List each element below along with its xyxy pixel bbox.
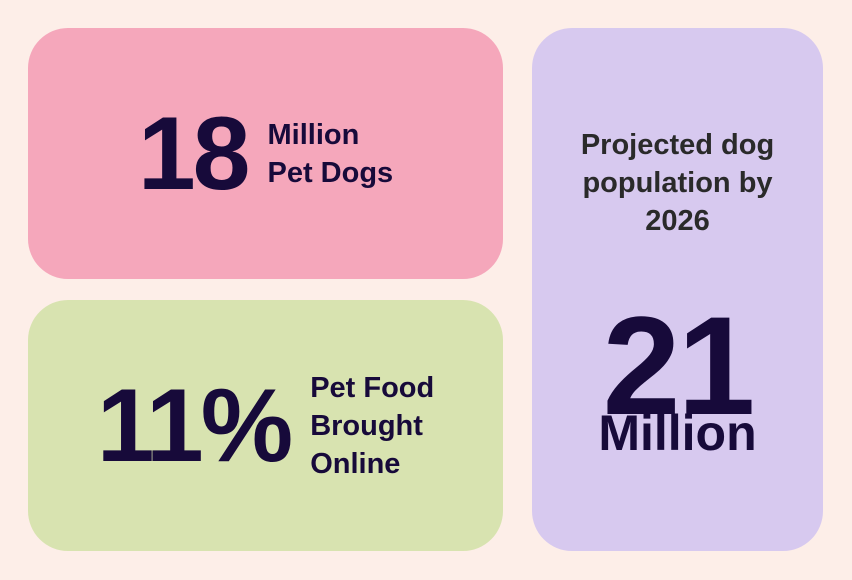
stat-label: Million Pet Dogs: [268, 116, 394, 192]
card-title: Projected dog population by 2026: [532, 126, 823, 240]
label-line: Pet Dogs: [267, 156, 394, 189]
title-line: 2026: [645, 205, 710, 237]
label-line: Brought: [310, 409, 423, 442]
label-line: Online: [310, 447, 401, 480]
stat-card: 11% Pet Food Brought Online: [28, 300, 503, 551]
stat-row: 11% Pet Food Brought Online: [28, 300, 503, 551]
stat-number: 11%: [96, 367, 293, 484]
title-line: population by: [582, 167, 773, 199]
stat-card: 18 Million Pet Dogs: [28, 28, 503, 279]
label-line: Pet Food: [310, 371, 435, 404]
label-line: Million: [267, 118, 360, 151]
title-line: Projected dog: [580, 129, 775, 161]
stat-card: Projected dog population by 2026 21 Mill…: [532, 28, 823, 551]
stat-number: 18: [137, 95, 251, 212]
stat-unit: Million: [598, 405, 757, 461]
stat-label: Pet Food Brought Online: [310, 369, 434, 483]
stat-number: 21: [602, 287, 756, 444]
stat-row: 18 Million Pet Dogs: [28, 28, 503, 279]
